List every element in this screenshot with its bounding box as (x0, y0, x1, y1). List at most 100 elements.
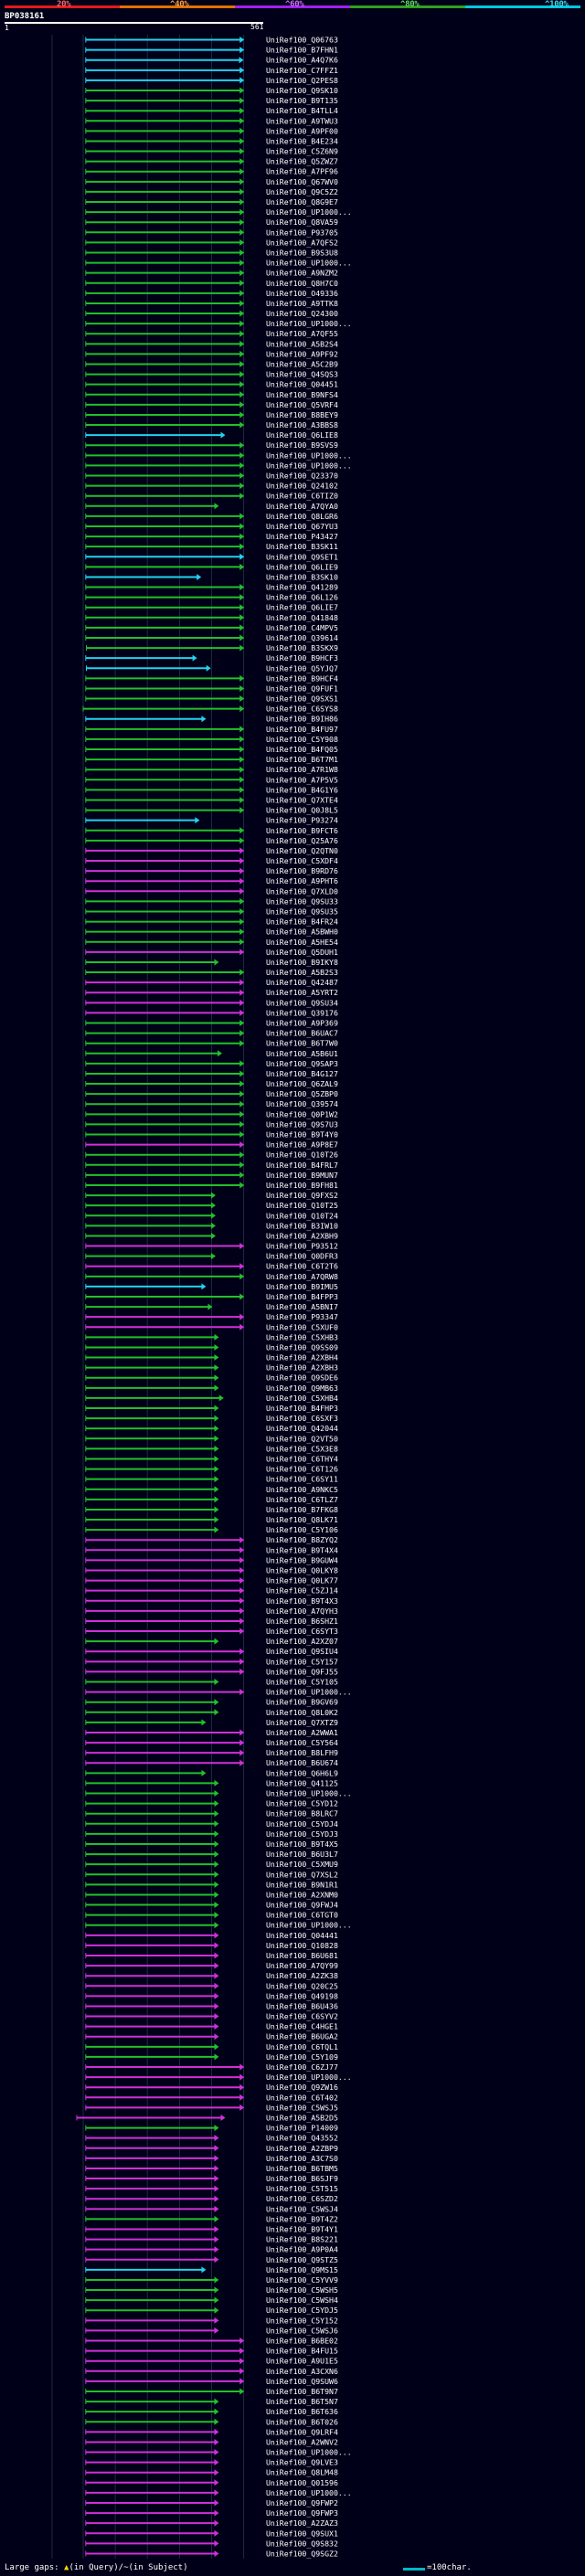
hit-label[interactable]: UniRef100_B6T5N7 (266, 2397, 338, 2406)
hit-label[interactable]: UniRef100_C5XMU9 (266, 1860, 338, 1869)
hit-label[interactable]: UniRef100_A7PF96 (266, 167, 338, 176)
hit-label[interactable]: UniRef100_Q2PES8 (266, 76, 338, 85)
hit-label[interactable]: UniRef100_C5T515 (266, 2184, 338, 2193)
hit-label[interactable]: UniRef100_Q9SK10 (266, 86, 338, 95)
hit-label[interactable]: UniRef100_B8S221 (266, 2235, 338, 2244)
hit-label[interactable]: UniRef100_UP1000... (266, 1921, 352, 1930)
hit-label[interactable]: UniRef100_Q10T25 (266, 1201, 338, 1210)
hit-label[interactable]: UniRef100_UP1000... (266, 2072, 352, 2082)
hit-label[interactable]: UniRef100_A2WNV2 (266, 2437, 338, 2446)
hit-label[interactable]: UniRef100_A9P0A4 (266, 2245, 338, 2254)
hit-label[interactable]: UniRef100_Q8G9E7 (266, 197, 338, 207)
hit-label[interactable]: UniRef100_A2XBH3 (266, 1363, 338, 1373)
hit-label[interactable]: UniRef100_A7P5V5 (266, 775, 338, 784)
hit-label[interactable]: UniRef100_B9T4Z2 (266, 2214, 338, 2223)
hit-label[interactable]: UniRef100_C5Y106 (266, 1525, 338, 1534)
hit-label[interactable]: UniRef100_Q9MB63 (266, 1383, 338, 1393)
hit-label[interactable]: UniRef100_B8LFH9 (266, 1748, 338, 1757)
hit-label[interactable]: UniRef100_Q5YJQ7 (266, 663, 338, 673)
hit-label[interactable]: UniRef100_A5HE54 (266, 938, 338, 947)
hit-label[interactable]: UniRef100_B9FCT6 (266, 826, 338, 835)
hit-label[interactable]: UniRef100_C5Y109 (266, 2052, 338, 2062)
hit-label[interactable]: UniRef100_C5Z6N9 (266, 147, 338, 156)
hit-label[interactable]: UniRef100_B9T4X5 (266, 1839, 338, 1849)
hit-label[interactable]: UniRef100_C5XHB3 (266, 1332, 338, 1341)
hit-label[interactable]: UniRef100_Q9FJ55 (266, 1667, 338, 1676)
hit-label[interactable]: UniRef100_B9T4Y1 (266, 2224, 338, 2233)
hit-label[interactable]: UniRef100_A5B6U1 (266, 1049, 338, 1058)
hit-label[interactable]: UniRef100_A2XBH9 (266, 1231, 338, 1240)
hit-label[interactable]: UniRef100_B6U436 (266, 2001, 338, 2010)
hit-label[interactable]: UniRef100_B9N1R1 (266, 1880, 338, 1889)
hit-label[interactable]: UniRef100_A5B2S4 (266, 339, 338, 348)
hit-label[interactable]: UniRef100_P14009 (266, 2124, 338, 2133)
hit-label[interactable]: UniRef100_UP1000... (266, 451, 352, 460)
hit-label[interactable]: UniRef100_B6U681 (266, 1951, 338, 1960)
hit-label[interactable]: UniRef100_Q01596 (266, 2478, 338, 2487)
hit-label[interactable]: UniRef100_A9TTK8 (266, 299, 338, 308)
hit-label[interactable]: UniRef100_B9IMU5 (266, 1282, 338, 1291)
hit-label[interactable]: UniRef100_B3SKX9 (266, 643, 338, 652)
hit-label[interactable]: UniRef100_Q20C25 (266, 1981, 338, 1990)
hit-label[interactable]: UniRef100_B9T4X4 (266, 1545, 338, 1554)
hit-label[interactable]: UniRef100_A7QF55 (266, 329, 338, 338)
hit-label[interactable]: UniRef100_Q7XTE4 (266, 795, 338, 804)
hit-label[interactable]: UniRef100_A2ZK38 (266, 1971, 338, 1980)
hit-label[interactable]: UniRef100_Q8LK71 (266, 1515, 338, 1524)
hit-label[interactable]: UniRef100_A3BBS8 (266, 420, 338, 429)
hit-label[interactable]: UniRef100_B6TBM5 (266, 2164, 338, 2173)
hit-label[interactable]: UniRef100_Q9FWJ4 (266, 1901, 338, 1910)
hit-label[interactable]: UniRef100_A9PHT6 (266, 876, 338, 885)
hit-label[interactable]: UniRef100_A9PF00 (266, 126, 338, 135)
hit-label[interactable]: UniRef100_B9NFS4 (266, 390, 338, 399)
hit-label[interactable]: UniRef100_C6TGT0 (266, 1911, 338, 1920)
hit-label[interactable]: UniRef100_B6UAC7 (266, 1029, 338, 1038)
hit-label[interactable]: UniRef100_A3CXN6 (266, 2367, 338, 2376)
hit-label[interactable]: UniRef100_A9U1E5 (266, 2357, 338, 2366)
hit-label[interactable]: UniRef100_B6T636 (266, 2407, 338, 2416)
hit-label[interactable]: UniRef100_Q7XSL2 (266, 1870, 338, 1879)
hit-label[interactable]: UniRef100_Q39176 (266, 1008, 338, 1017)
hit-label[interactable]: UniRef100_A2WWA1 (266, 1728, 338, 1737)
hit-label[interactable]: UniRef100_B6U3L7 (266, 1850, 338, 1859)
hit-label[interactable]: UniRef100_UP1000... (266, 259, 352, 268)
hit-label[interactable]: UniRef100_C6SYT3 (266, 1627, 338, 1636)
hit-label[interactable]: UniRef100_Q9SET1 (266, 552, 338, 561)
hit-label[interactable]: UniRef100_A9P8E7 (266, 1140, 338, 1150)
hit-label[interactable]: UniRef100_C5XHB4 (266, 1394, 338, 1403)
hit-label[interactable]: UniRef100_Q9LVE3 (266, 2458, 338, 2467)
hit-label[interactable]: UniRef100_C6SYV2 (266, 2012, 338, 2021)
hit-label[interactable]: UniRef100_Q42487 (266, 978, 338, 987)
hit-label[interactable]: UniRef100_B4FU97 (266, 725, 338, 734)
hit-label[interactable]: UniRef100_Q41125 (266, 1778, 338, 1787)
hit-label[interactable]: UniRef100_B6T7W0 (266, 1039, 338, 1048)
hit-label[interactable]: UniRef100_Q9S7U3 (266, 1119, 338, 1129)
hit-label[interactable]: UniRef100_C5X3E8 (266, 1444, 338, 1453)
hit-label[interactable]: UniRef100_A3C7S0 (266, 2154, 338, 2163)
hit-label[interactable]: UniRef100_Q8L0K2 (266, 1708, 338, 1717)
hit-label[interactable]: UniRef100_A2ZAZ3 (266, 2518, 338, 2528)
hit-label[interactable]: UniRef100_Q9SU35 (266, 906, 338, 916)
hit-label[interactable]: UniRef100_B9HCF4 (266, 673, 338, 683)
hit-label[interactable]: UniRef100_Q67YU3 (266, 522, 338, 531)
hit-label[interactable]: UniRef100_Q8LGR6 (266, 512, 338, 521)
hit-label[interactable]: UniRef100_Q9SGZ2 (266, 2549, 338, 2558)
hit-label[interactable]: UniRef100_A5B2D5 (266, 2113, 338, 2122)
hit-label[interactable]: UniRef100_A7QY99 (266, 1961, 338, 1970)
hit-label[interactable]: UniRef100_B4TLL4 (266, 106, 338, 115)
hit-label[interactable]: UniRef100_B4FHP3 (266, 1404, 338, 1413)
hit-label[interactable]: UniRef100_B6SHZ1 (266, 1617, 338, 1626)
hit-label[interactable]: UniRef100_O49336 (266, 289, 338, 298)
hit-label[interactable]: UniRef100_B6SJF9 (266, 2174, 338, 2183)
hit-label[interactable]: UniRef100_C5WSH4 (266, 2295, 338, 2305)
hit-label[interactable]: UniRef100_Q9SAP3 (266, 1059, 338, 1068)
hit-label[interactable]: UniRef100_C5Y564 (266, 1738, 338, 1747)
hit-label[interactable]: UniRef100_Q9SUX1 (266, 2528, 338, 2538)
hit-label[interactable]: UniRef100_C5ZJ14 (266, 1586, 338, 1595)
hit-label[interactable]: UniRef100_Q9MS15 (266, 2265, 338, 2274)
hit-label[interactable]: UniRef100_B9IKY8 (266, 958, 338, 967)
hit-label[interactable]: UniRef100_Q7XTZ9 (266, 1718, 338, 1727)
hit-label[interactable]: UniRef100_B4FQ05 (266, 745, 338, 754)
hit-label[interactable]: UniRef100_A2ZBP9 (266, 2144, 338, 2153)
hit-label[interactable]: UniRef100_C5YVV9 (266, 2275, 338, 2284)
